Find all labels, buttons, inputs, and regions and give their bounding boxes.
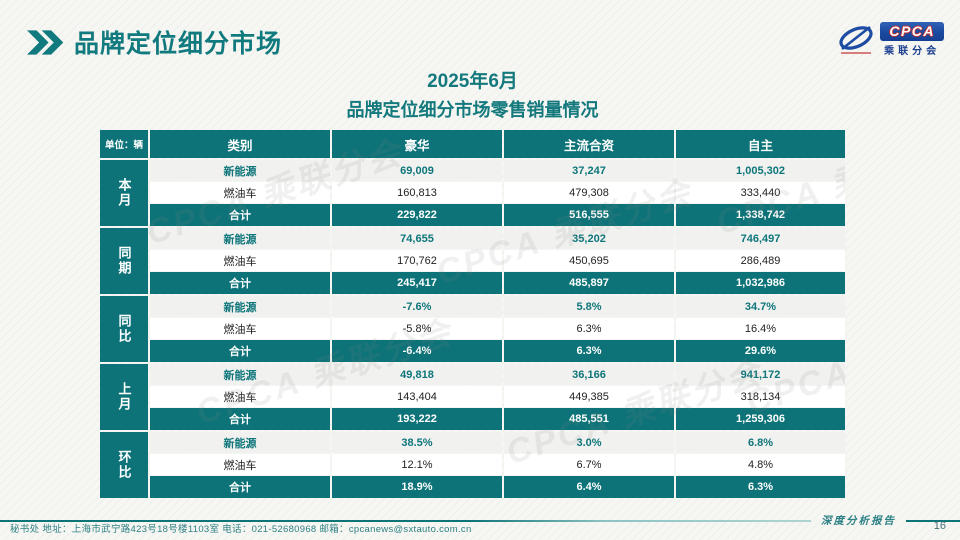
table-cell: 160,813 (332, 182, 502, 203)
table-cell: 6.3% (504, 318, 674, 339)
footer-rule: 深度分析报告 (0, 513, 960, 528)
row-label: 新能源 (150, 364, 330, 385)
report-label: 深度分析报告 (821, 516, 896, 527)
row-group-label: 环比 (100, 432, 148, 498)
row-label: 新能源 (150, 160, 330, 181)
table-cell: 1,259,306 (676, 408, 845, 430)
table-cell: 16.4% (676, 318, 845, 339)
table-cell: 318,134 (676, 386, 845, 407)
row-group-label: 本月 (100, 160, 148, 226)
cpca-logo-text: CPCA 乘联分会 (880, 22, 944, 57)
section-header: 品牌定位细分市场 (27, 24, 282, 60)
table-cell: 12.1% (332, 454, 502, 475)
table-group-last-month: 上月 新能源 49,818 36,166 941,172 燃油车 143,404… (100, 364, 845, 430)
table-cell: 6.4% (504, 476, 674, 498)
cpca-acronym: CPCA (880, 22, 944, 41)
table-title-line2: 品牌定位细分市场零售销量情况 (346, 100, 599, 120)
row-label: 燃油车 (150, 182, 330, 203)
cpca-subtext: 乘联分会 (884, 46, 941, 57)
table-cell: 69,009 (332, 160, 502, 181)
table-cell: 1,005,302 (676, 160, 845, 181)
table-cell: 485,897 (504, 272, 674, 294)
sales-table: 单位：辆 类别 豪华 主流合资 自主 本月 新能源 69,009 37,247 … (100, 130, 845, 500)
table-cell: 485,551 (504, 408, 674, 430)
table-cell: 34.7% (676, 296, 845, 317)
row-label: 燃油车 (150, 386, 330, 407)
column-header-domestic: 自主 (676, 130, 845, 158)
table-cell: 49,818 (332, 364, 502, 385)
table-title-line1: 2025年6月 (427, 71, 518, 92)
cpca-logo: CPCA 乘联分会 (835, 22, 944, 57)
page-number: 16 (933, 520, 946, 532)
table-cell: 38.5% (332, 432, 502, 453)
table-cell: 37,247 (504, 160, 674, 181)
table-cell: 5.8% (504, 296, 674, 317)
row-group-label: 同比 (100, 296, 148, 362)
footer-line-end (906, 519, 960, 522)
table-cell: 229,822 (332, 204, 502, 226)
table-cell: 6.3% (676, 476, 845, 498)
table-cell: 1,338,742 (676, 204, 845, 226)
table-cell: 286,489 (676, 250, 845, 271)
double-chevron-icon (27, 29, 64, 55)
table-cell: -5.8% (332, 318, 502, 339)
footer-contact: 秘书处 地址：上海市武宁路423号18号楼1103室 电话：021-526809… (10, 524, 472, 535)
table-header-row: 单位：辆 类别 豪华 主流合资 自主 (100, 130, 845, 158)
cpca-swoosh-icon (839, 25, 873, 54)
table-cell: 35,202 (504, 228, 674, 249)
table-cell: 170,762 (332, 250, 502, 271)
row-label: 新能源 (150, 432, 330, 453)
unit-label: 单位：辆 (100, 130, 148, 158)
column-header-mainstream-jv: 主流合资 (504, 130, 674, 158)
row-label: 燃油车 (150, 454, 330, 475)
row-label: 燃油车 (150, 318, 330, 339)
table-group-mom: 环比 新能源 38.5% 3.0% 6.8% 燃油车 12.1% 6.7% 4.… (100, 432, 845, 498)
page-title: 品牌定位细分市场 (74, 30, 283, 58)
row-label: 新能源 (150, 296, 330, 317)
table-cell: 245,417 (332, 272, 502, 294)
table-cell: 29.6% (676, 340, 845, 362)
table-group-yoy: 同比 新能源 -7.6% 5.8% 34.7% 燃油车 -5.8% 6.3% 1… (100, 296, 845, 362)
row-label: 合计 (150, 272, 330, 294)
row-label: 合计 (150, 476, 330, 498)
row-group-label: 上月 (100, 364, 148, 430)
table-cell: 450,695 (504, 250, 674, 271)
row-label: 合计 (150, 204, 330, 226)
footer-line (0, 519, 811, 522)
table-title: 2025年6月 品牌定位细分市场零售销量情况 (100, 66, 845, 122)
table-cell: 333,440 (676, 182, 845, 203)
table-cell: -6.4% (332, 340, 502, 362)
table-cell: 3.0% (504, 432, 674, 453)
row-label: 合计 (150, 340, 330, 362)
table-cell: 941,172 (676, 364, 845, 385)
table-cell: 449,385 (504, 386, 674, 407)
table-cell: 479,308 (504, 182, 674, 203)
table-cell: 746,497 (676, 228, 845, 249)
table-cell: 1,032,986 (676, 272, 845, 294)
row-label: 燃油车 (150, 250, 330, 271)
row-group-label: 同期 (100, 228, 148, 294)
table-cell: 6.3% (504, 340, 674, 362)
column-header-category: 类别 (150, 130, 330, 158)
table-cell: 6.7% (504, 454, 674, 475)
table-group-current-month: 本月 新能源 69,009 37,247 1,005,302 燃油车 160,8… (100, 160, 845, 226)
table-cell: 143,404 (332, 386, 502, 407)
table-cell: 6.8% (676, 432, 845, 453)
table-cell: 4.8% (676, 454, 845, 475)
table-group-same-period: 同期 新能源 74,655 35,202 746,497 燃油车 170,762… (100, 228, 845, 294)
table-cell: 193,222 (332, 408, 502, 430)
table-cell: 74,655 (332, 228, 502, 249)
table-cell: 516,555 (504, 204, 674, 226)
row-label: 新能源 (150, 228, 330, 249)
row-label: 合计 (150, 408, 330, 430)
table-cell: 36,166 (504, 364, 674, 385)
table-cell: 18.9% (332, 476, 502, 498)
table-cell: -7.6% (332, 296, 502, 317)
column-header-luxury: 豪华 (332, 130, 502, 158)
